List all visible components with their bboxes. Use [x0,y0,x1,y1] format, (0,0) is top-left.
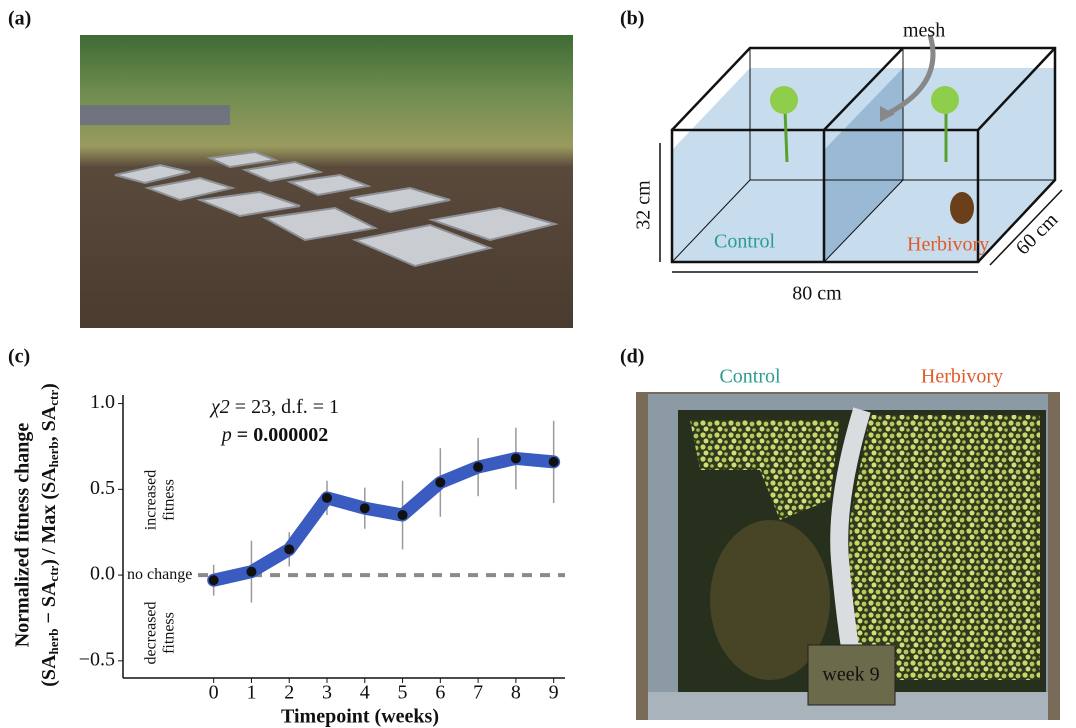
annotation: p = 0.000002 [220,424,328,446]
x-tick-label: 6 [435,682,445,704]
y-tick-label: 1.0 [90,391,115,413]
annotation: χ2 = 23, d.f. = 1 [209,396,339,418]
annotation: increased [143,470,160,530]
control-label: Control [714,231,776,253]
photo-field [80,35,573,328]
annotation: decreased [143,601,160,664]
x-tick-label: 7 [473,682,483,704]
point [511,453,521,463]
subscript: herb [46,441,61,467]
y-axis-title: (SAherb − SActr) / Max (SAherb, SActr) [38,383,61,687]
text-part: , SA [38,405,60,441]
text-part: = 23, d.f. = 1 [230,396,339,418]
point [435,477,445,487]
x-tick-label: 3 [322,682,332,704]
point [549,457,559,467]
x-tick-label: 8 [511,682,521,704]
point [246,567,256,577]
line [214,458,554,580]
control-label: Control [719,366,781,388]
panel-label: (c) [8,346,30,368]
x-tick-label: 1 [246,682,256,704]
herbivory-label: Herbivory [907,234,989,256]
y-axis-title: Normalized fitness change [12,423,34,648]
x-tick-label: 2 [284,682,294,704]
point [360,503,370,513]
panel-label: (d) [620,346,644,368]
subscript: ctr [46,390,61,406]
week-label: week 9 [822,664,879,686]
text-part: χ2 [209,396,230,418]
height-label: 32 cm [633,180,655,230]
annotation: no change [127,566,192,583]
text-part: p [220,424,232,446]
y-tick-label: 0.0 [90,563,115,585]
x-tick-label: 0 [209,682,219,704]
chart: no change −0.5 0.0 0.5 1.0 0 1 2 3 4 5 6 7 8 9 Timepoin… [12,383,565,727]
text-part: ) [38,383,60,390]
annotation: fitness [161,479,178,521]
x-tick-label: 5 [398,682,408,704]
x-tick-label: 4 [360,682,370,704]
text-part: − SA [38,581,60,629]
point [398,510,408,520]
point [209,575,219,585]
y-tick-label: 0.5 [90,477,115,499]
subscript: ctr [46,565,61,581]
annotation: fitness [161,612,178,654]
text-part: ) / Max (SA [38,467,60,566]
text-part: = 0.000002 [232,424,328,446]
mesh-label: mesh [903,20,945,42]
subscript: herb [46,629,61,655]
herbivory-label: Herbivory [921,366,1003,388]
panel-label: (a) [8,8,31,30]
width-label: 80 cm [792,283,842,305]
text-part: (SA [38,654,60,687]
point [473,462,483,472]
point [322,493,332,503]
point [284,544,294,554]
x-axis-title: Timepoint (weeks) [281,706,439,728]
panel-label: (b) [620,8,644,30]
y-tick-label: −0.5 [79,648,115,670]
x-tick-label: 9 [549,682,559,704]
figure: (a) (b) [0,0,1076,728]
